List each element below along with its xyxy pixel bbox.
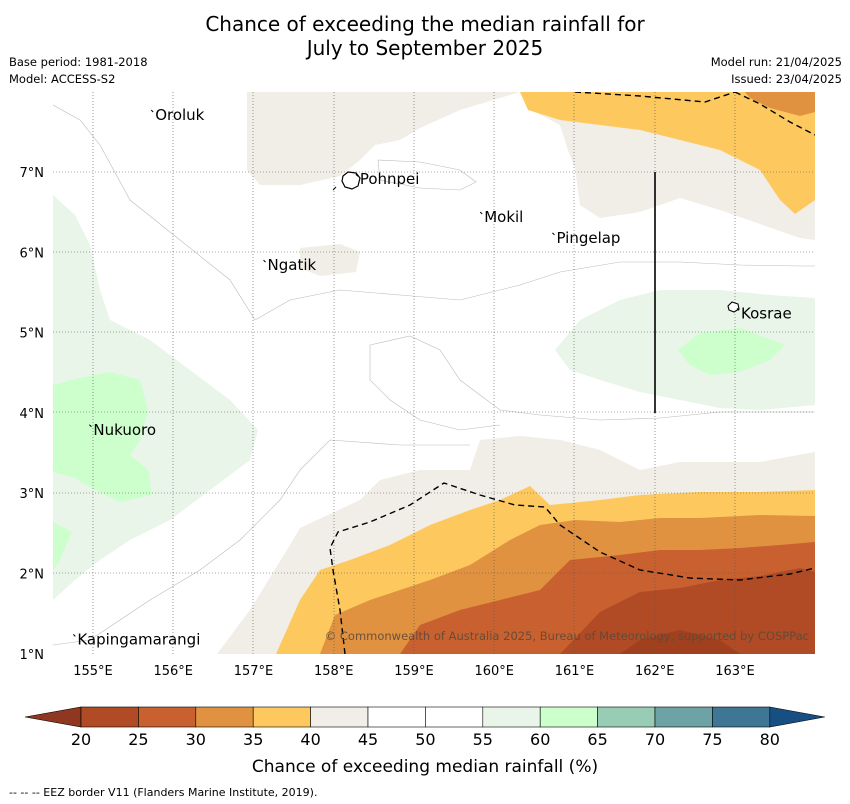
- place-marker: [72, 634, 76, 637]
- colorbar-tick-label: 20: [71, 730, 91, 749]
- lat-tick-label: 2°N: [20, 568, 45, 583]
- lon-tick-label: 158°E: [314, 664, 354, 679]
- colorbar-tick-label: 50: [415, 730, 435, 749]
- lon-tick-label: 155°E: [73, 664, 113, 679]
- colorbar-high-arrow: [769, 706, 825, 728]
- lon-tick-label: 156°E: [153, 664, 193, 679]
- eez-footnote: -- -- -- EEZ border V11 (Flanders Marine…: [9, 786, 318, 799]
- model-name: Model: ACCESS-S2: [9, 72, 116, 86]
- meta-left: Base period: 1981-2018 Model: ACCESS-S2: [9, 54, 148, 88]
- place-label: Kapingamarangi: [77, 630, 200, 648]
- pohnpei-island-shape: [341, 171, 361, 190]
- colorbar-segment: [252, 706, 311, 728]
- colorbar-tick-label: 35: [243, 730, 263, 749]
- contour-lines: [53, 104, 815, 646]
- place-marker: [89, 424, 92, 428]
- colorbar-segment: [425, 706, 484, 728]
- colorbar-tick-label: 40: [300, 730, 320, 749]
- colorbar-tick-label: 65: [587, 730, 607, 749]
- place-markers: Oroluk Pohnpei Mokil Pingelap Ngatik Kosrae Nu…: [72, 106, 792, 648]
- lon-tick-label: 157°E: [234, 664, 274, 679]
- region-35-40-north: [520, 92, 815, 214]
- chart-title: Chance of exceeding the median rainfall …: [0, 12, 850, 60]
- colorbar-segment: [654, 706, 713, 728]
- colorbar-tick-label: 70: [645, 730, 665, 749]
- colorbar-tick-label: 25: [128, 730, 148, 749]
- kosrae-island-shape: [727, 301, 740, 313]
- map-field: Oroluk Pohnpei Mokil Pingelap Ngatik Kosrae Nu…: [53, 92, 815, 654]
- place-label: Ngatik: [268, 256, 317, 274]
- lon-tick-label: 161°E: [555, 664, 595, 679]
- issued-date: Issued: 23/04/2025: [731, 72, 842, 86]
- colorbar-segment: [367, 706, 426, 728]
- place-marker: [150, 109, 154, 113]
- lat-tick-label: 7°N: [20, 166, 45, 181]
- region-60-65-kosrae: [678, 328, 785, 375]
- lat-tick-label: 3°N: [20, 487, 45, 502]
- colorbar-segment: [539, 706, 598, 728]
- lat-tick-label: 4°N: [20, 407, 45, 422]
- colorbar-segment: [482, 706, 541, 728]
- copyright-notice: © Commonwealth of Australia 2025, Bureau…: [325, 629, 809, 643]
- colorbar: 20 25 30 35 40 45 50 55 60 65 70 75 80: [24, 706, 825, 749]
- colorbar-tick-label: 45: [358, 730, 378, 749]
- place-marker: [552, 232, 555, 236]
- lon-tick-label: 160°E: [474, 664, 514, 679]
- region-30-35-north: [745, 92, 815, 116]
- place-label: Pingelap: [556, 229, 620, 247]
- colorbar-segment: [138, 706, 197, 728]
- place-label: Oroluk: [155, 106, 204, 124]
- title-line-1: Chance of exceeding the median rainfall …: [205, 12, 645, 36]
- place-marker: [479, 211, 483, 215]
- place-label: Kosrae: [741, 304, 792, 322]
- region-60-65-edge: [53, 522, 72, 570]
- longitude-tick-labels: 155°E 156°E 157°E 158°E 159°E 160°E 161°E 162°E…: [73, 664, 755, 679]
- place-marker: [355, 173, 359, 177]
- place-label: Nukuoro: [93, 421, 156, 439]
- colorbar-segment: [712, 706, 771, 728]
- colorbar-segment: [597, 706, 656, 728]
- eez-borders: [329, 92, 815, 654]
- colorbar-segment: [80, 706, 139, 728]
- colorbar-tick-label: 80: [760, 730, 780, 749]
- latitude-tick-labels: 7°N 6°N 5°N 4°N 3°N 2°N 1°N: [20, 166, 45, 663]
- lat-tick-label: 1°N: [20, 648, 45, 663]
- region-60-65-nukuoro: [53, 372, 152, 502]
- region-20-25-south: [560, 568, 815, 654]
- base-period: Base period: 1981-2018: [9, 55, 148, 69]
- colorbar-segment: [310, 706, 369, 728]
- lat-tick-label: 5°N: [20, 327, 45, 342]
- colorbar-tick-label: 75: [702, 730, 722, 749]
- model-run: Model run: 21/04/2025: [710, 55, 842, 69]
- colorbar-segment: [195, 706, 254, 728]
- colorbar-low-arrow: [24, 706, 82, 728]
- place-marker: [736, 307, 740, 311]
- lon-tick-label: 162°E: [635, 664, 675, 679]
- ant-atoll-mark: [332, 186, 337, 191]
- colorbar-tick-label: 55: [473, 730, 493, 749]
- place-marker: [263, 259, 266, 263]
- lon-tick-label: 163°E: [715, 664, 755, 679]
- place-label: Pohnpei: [360, 170, 420, 188]
- region-40-45-north-west: [247, 92, 520, 185]
- title-line-2: July to September 2025: [306, 36, 544, 60]
- region-55-60-west: [53, 195, 258, 600]
- colorbar-tick-label: 30: [186, 730, 206, 749]
- meta-right: Model run: 21/04/2025 Issued: 23/04/2025: [711, 54, 842, 88]
- lon-tick-label: 159°E: [394, 664, 434, 679]
- region-below-20-south: [620, 630, 740, 654]
- colorbar-label: Chance of exceeding median rainfall (%): [252, 757, 598, 777]
- place-label: Mokil: [484, 208, 523, 226]
- colorbar-tick-label: 60: [530, 730, 550, 749]
- lat-tick-label: 6°N: [20, 246, 45, 261]
